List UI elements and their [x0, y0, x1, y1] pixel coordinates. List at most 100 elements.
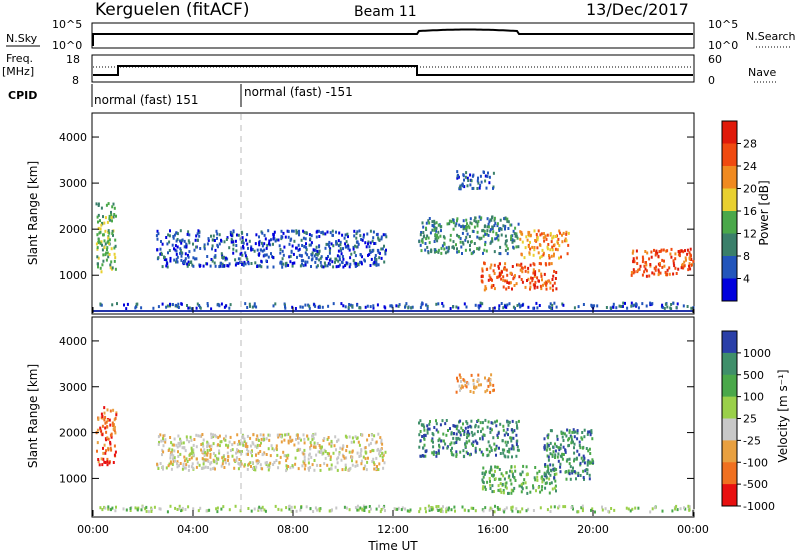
- scatter-cell-0-3: [349, 256, 352, 260]
- scatter-cell-0-3: [176, 260, 179, 264]
- scatter-cell-1-5: [504, 485, 507, 489]
- scatter-cell-0-3: [350, 252, 353, 256]
- scatter-cell-1-3: [202, 444, 205, 448]
- scatter-cell-0-4: [515, 234, 518, 238]
- scatter-cell-0-0: [398, 303, 401, 307]
- scatter-cell-0-7: [632, 271, 635, 275]
- power-panel-frame: [91, 112, 695, 315]
- scatter-cell-1-3: [176, 460, 179, 464]
- scatter-cell-1-7: [487, 384, 490, 388]
- scatter-cell-1-3: [249, 461, 252, 465]
- scatter-cell-0-3: [370, 257, 373, 261]
- scatter-cell-1-5: [502, 474, 505, 478]
- scatter-cell-1-1: [472, 506, 475, 510]
- scatter-cell-0-4: [502, 224, 505, 228]
- scatter-cell-0-3: [384, 233, 387, 237]
- scatter-cell-1-3: [308, 452, 311, 456]
- scatter-cell-0-0: [206, 304, 209, 308]
- scatter-cell-1-4: [465, 441, 468, 445]
- scatter-cell-0-3: [216, 236, 218, 240]
- scatter-cell-1-1: [491, 507, 494, 511]
- scatter-cell-1-2: [106, 457, 109, 461]
- scatter-cell-0-3: [315, 235, 318, 239]
- scatter-cell-0-3: [211, 247, 213, 251]
- scatter-cell-0-3: [365, 245, 368, 249]
- scatter-cell-0-3: [244, 251, 247, 255]
- scatter-cell-0-3: [273, 230, 276, 234]
- scatter-cell-0-4: [425, 237, 428, 241]
- scatter-cell-1-4: [466, 421, 469, 425]
- scatter-cell-0-0: [384, 306, 387, 310]
- scatter-cell-0-3: [229, 230, 232, 234]
- scatter-cell-0-3: [295, 246, 298, 250]
- scatter-cell-0-4: [493, 216, 496, 220]
- scatter-cell-1-5: [489, 483, 492, 487]
- scatter-cell-1-3: [222, 459, 225, 463]
- scatter-cell-1-3: [245, 452, 248, 456]
- scatter-cell-1-3: [377, 432, 380, 436]
- scatter-cell-1-3: [330, 444, 333, 448]
- scatter-cell-1-4: [435, 422, 438, 426]
- scatter-cell-0-4: [486, 225, 489, 229]
- scatter-cell-0-3: [181, 238, 184, 242]
- scatter-cell-0-6: [491, 278, 493, 282]
- scatter-cell-0-5: [540, 254, 543, 258]
- scatter-cell-0-6: [526, 279, 528, 282]
- scatter-cell-0-3: [335, 230, 337, 234]
- scatter-cell-1-3: [275, 459, 278, 462]
- scatter-cell-0-5: [549, 248, 552, 252]
- scatter-cell-1-4: [510, 428, 513, 432]
- scatter-cell-0-3: [315, 257, 318, 261]
- scatter-cell-1-6: [583, 435, 586, 439]
- scatter-cell-1-4: [495, 424, 498, 428]
- scatter-cell-1-4: [438, 443, 440, 447]
- scatter-cell-1-0: [260, 508, 263, 512]
- scatter-cell-1-3: [344, 463, 347, 467]
- scatter-cell-0-3: [281, 265, 284, 269]
- scatter-cell-1-3: [183, 455, 186, 459]
- scatter-cell-0-7: [644, 267, 647, 271]
- scatter-cell-0-2: [101, 248, 104, 252]
- scatter-cell-0-3: [367, 253, 369, 257]
- scatter-cell-1-0: [187, 505, 190, 509]
- scatter-cell-1-0: [305, 505, 308, 509]
- scatter-cell-0-3: [306, 253, 309, 257]
- scatter-cell-0-7: [680, 266, 683, 270]
- scatter-cell-0-4: [452, 227, 455, 231]
- scatter-cell-0-4: [478, 236, 481, 240]
- beam-title: Beam 11: [354, 4, 417, 20]
- colorbar-swatch: [722, 188, 737, 212]
- scatter-cell-0-4: [423, 234, 426, 238]
- scatter-cell-0-2: [96, 247, 99, 251]
- scatter-cell-0-3: [373, 260, 376, 264]
- scatter-cell-1-3: [265, 437, 268, 441]
- scatter-cell-1-3: [307, 466, 310, 470]
- scatter-cell-1-0: [368, 510, 371, 514]
- scatter-cell-0-6: [554, 277, 557, 280]
- scatter-cell-1-1: [438, 508, 441, 512]
- scatter-cell-0-5: [542, 236, 545, 240]
- scatter-cell-1-1: [649, 510, 652, 514]
- scatter-cell-1-3: [369, 441, 372, 445]
- scatter-cell-0-3: [305, 246, 308, 250]
- scatter-cell-1-2: [112, 427, 115, 431]
- scatter-cell-1-3: [278, 433, 281, 437]
- noise-right-tick-bottom: 10^0: [708, 39, 738, 52]
- scatter-cell-1-1: [570, 506, 573, 509]
- scatter-cell-1-6: [587, 430, 590, 434]
- scatter-cell-0-5: [565, 239, 568, 243]
- scatter-cell-0-4: [495, 232, 498, 236]
- scatter-cell-0-7: [644, 250, 647, 253]
- scatter-cell-0-5: [561, 240, 564, 244]
- scatter-cell-1-3: [382, 453, 385, 457]
- scatter-cell-0-8: [488, 175, 491, 179]
- scatter-cell-1-5: [519, 472, 522, 476]
- scatter-cell-1-6: [579, 461, 582, 465]
- scatter-cell-0-1: [551, 303, 554, 307]
- scatter-cell-1-3: [221, 462, 224, 466]
- scatter-cell-0-5: [567, 231, 570, 235]
- scatter-cell-0-3: [368, 252, 371, 256]
- scatter-cell-0-2: [113, 213, 116, 216]
- scatter-cell-0-0: [198, 304, 201, 307]
- scatter-cell-0-6: [497, 264, 500, 268]
